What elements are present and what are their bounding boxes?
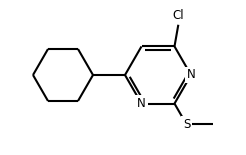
Text: S: S: [183, 118, 190, 131]
Text: N: N: [187, 69, 195, 82]
Text: Cl: Cl: [172, 9, 184, 22]
Text: N: N: [137, 97, 146, 110]
